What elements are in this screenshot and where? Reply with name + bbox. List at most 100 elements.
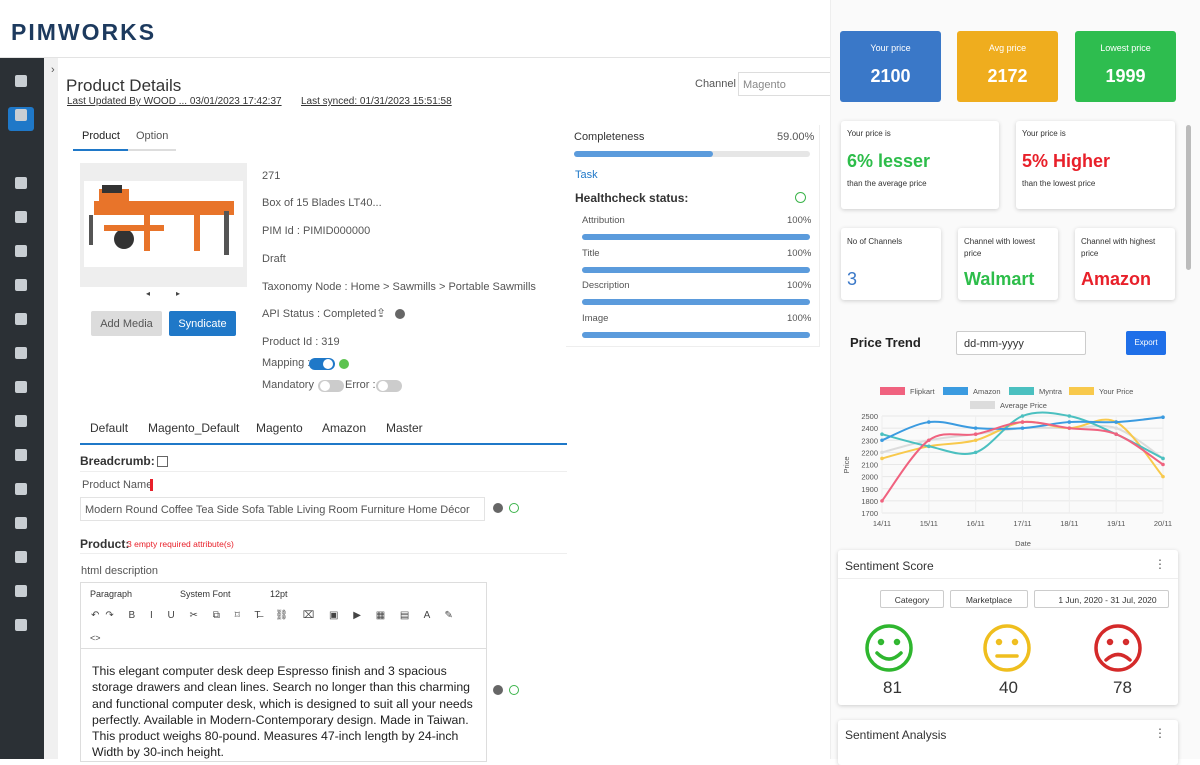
comparison-note: than the average price xyxy=(847,179,927,188)
task-link[interactable]: Task xyxy=(575,169,598,181)
data-point xyxy=(927,420,931,424)
sentiment-score: 40 xyxy=(999,678,1018,697)
tab-active xyxy=(73,149,128,151)
sidebar-icon xyxy=(15,449,27,461)
completeness-track xyxy=(574,151,810,157)
price-label: Lowest price xyxy=(1100,43,1151,53)
info-icon[interactable] xyxy=(493,503,503,513)
format-select[interactable]: Paragraph xyxy=(90,589,133,599)
upload-icon[interactable]: ⇪ xyxy=(376,306,387,320)
sentiment-title: Sentiment Score xyxy=(845,559,934,573)
category-filter[interactable]: Category xyxy=(880,590,944,608)
x-tick-label: 19/11 xyxy=(1107,519,1125,528)
health-track xyxy=(582,299,810,306)
toolbar-icons[interactable]: ↶↷ B I U ✂ ⧉ ⌑ T̶ ⛓ ⌧ ▣ ▶ ▦ ▤ A ✎ xyxy=(91,610,459,621)
menu-icon[interactable]: ⋮ xyxy=(1154,557,1166,571)
breadcrumb-label: Breadcrumb: xyxy=(80,454,155,468)
y-axis-label: Price xyxy=(842,456,851,473)
comparison-card: Your price is 6% lesser than the average… xyxy=(841,121,999,209)
sentiment-score: 78 xyxy=(1113,678,1132,697)
data-point xyxy=(880,432,884,436)
health-item-name: Description xyxy=(582,280,630,292)
editor: Paragraph System Font 12pt ↶↷ B I U ✂ ⧉ … xyxy=(80,582,487,762)
description-text: This elegant computer desk deep Espresso… xyxy=(92,664,473,760)
channel-label: Channel xyxy=(695,78,736,90)
code-icon[interactable]: <> xyxy=(90,633,101,643)
sentiment-faces xyxy=(865,624,1142,672)
data-point xyxy=(1067,420,1072,424)
info-icon[interactable] xyxy=(395,309,405,319)
copy-icon[interactable] xyxy=(157,456,168,467)
data-point xyxy=(1020,420,1025,424)
product-tab[interactable]: Product xyxy=(82,130,120,142)
collapse-strip[interactable]: › xyxy=(44,58,58,759)
sidebar-icon xyxy=(15,585,27,597)
mapping-toggle[interactable] xyxy=(309,358,335,370)
channel-tab[interactable]: Default xyxy=(90,421,129,435)
syndicate-button[interactable]: Syndicate xyxy=(169,311,236,336)
healthcheck-ok xyxy=(795,192,806,203)
marketplace-filter[interactable]: Marketplace xyxy=(950,590,1028,608)
menu-icon[interactable]: ⋮ xyxy=(1154,726,1166,740)
price-value: 1999 xyxy=(1105,66,1146,86)
x-tick-label: 14/11 xyxy=(873,519,891,528)
channel-card: Channel with lowest price Walmart xyxy=(958,228,1058,300)
price-trend-chart: 1700 1800 1900 2000 2100 2200 2300 2400 2500 14/1… xyxy=(842,387,1172,548)
data-point xyxy=(1161,474,1165,479)
tabs-line xyxy=(80,443,567,445)
prev-image[interactable]: ◂ xyxy=(146,289,151,298)
data-point xyxy=(880,499,884,503)
comparison-note: than the lowest price xyxy=(1022,179,1096,188)
price-label: Your price xyxy=(870,43,911,53)
add-media-button[interactable]: Add Media xyxy=(91,311,162,336)
mandatory-label: Mandatory xyxy=(262,379,314,391)
divider xyxy=(838,578,1178,579)
top-divider xyxy=(0,57,830,58)
api-status: API Status : Completed xyxy=(262,308,377,320)
sentiment-card: Sentiment Score ⋮ Category Marketplace 1… xyxy=(838,550,1178,705)
channel-select[interactable]: Magento xyxy=(738,72,830,96)
x-tick-label: 18/11 xyxy=(1060,519,1078,528)
data-point xyxy=(1161,462,1165,467)
taxonomy: Taxonomy Node : Home > Sawmills > Portab… xyxy=(262,281,536,293)
error-label: Error : xyxy=(345,379,376,391)
channel-card: Channel with highest price Amazon xyxy=(1075,228,1175,300)
size-select[interactable]: 12pt xyxy=(270,589,288,599)
date-input[interactable]: dd-mm-yyyy xyxy=(956,331,1086,355)
channel-card-label: No of Channels xyxy=(847,237,903,246)
sidebar-icon xyxy=(15,517,27,529)
y-tick-label: 2400 xyxy=(861,424,878,433)
sentiment-analysis-card: Sentiment Analysis ⋮ xyxy=(838,720,1178,765)
product-warning: 3 empty required attribute(s) xyxy=(127,539,234,549)
option-tab[interactable]: Option xyxy=(136,130,169,142)
sidebar xyxy=(0,58,44,759)
product-name-label: Product Name xyxy=(82,479,153,491)
legend-label: Your Price xyxy=(1099,387,1133,396)
channel-tab[interactable]: Magento xyxy=(256,421,303,435)
data-point xyxy=(927,444,931,449)
data-point xyxy=(1067,426,1072,430)
next-image[interactable]: ▸ xyxy=(176,289,181,298)
price-value: 2100 xyxy=(870,66,911,86)
product-id: Product Id : 319 xyxy=(262,336,340,348)
sidebar-icon xyxy=(15,211,27,223)
font-select[interactable]: System Font xyxy=(180,589,231,599)
export-button[interactable]: Export xyxy=(1126,331,1166,355)
info-icon[interactable] xyxy=(493,685,503,695)
channel-tab[interactable]: Master xyxy=(386,421,423,435)
sentiment-score: 81 xyxy=(883,678,902,697)
scrollbar[interactable] xyxy=(1186,125,1191,270)
error-toggle[interactable] xyxy=(376,380,402,392)
channel-tab[interactable]: Magento_Default xyxy=(148,421,240,435)
health-track xyxy=(582,234,810,240)
channel-tab[interactable]: Amazon xyxy=(322,421,367,435)
date-range-filter[interactable]: 1 Jun, 2020 - 31 Jul, 2020 xyxy=(1034,590,1169,608)
product-name-input[interactable]: Modern Round Coffee Tea Side Sofa Table … xyxy=(80,497,485,521)
price-value: 2172 xyxy=(987,66,1028,86)
sku: 271 xyxy=(262,170,281,182)
mandatory-toggle[interactable] xyxy=(318,380,344,392)
channel-card-label: Channel with highest price xyxy=(1081,237,1156,258)
sidebar-icon xyxy=(15,551,27,563)
product-name: Box of 15 Blades LT40... xyxy=(262,197,382,209)
sidebar-icon xyxy=(15,75,27,87)
